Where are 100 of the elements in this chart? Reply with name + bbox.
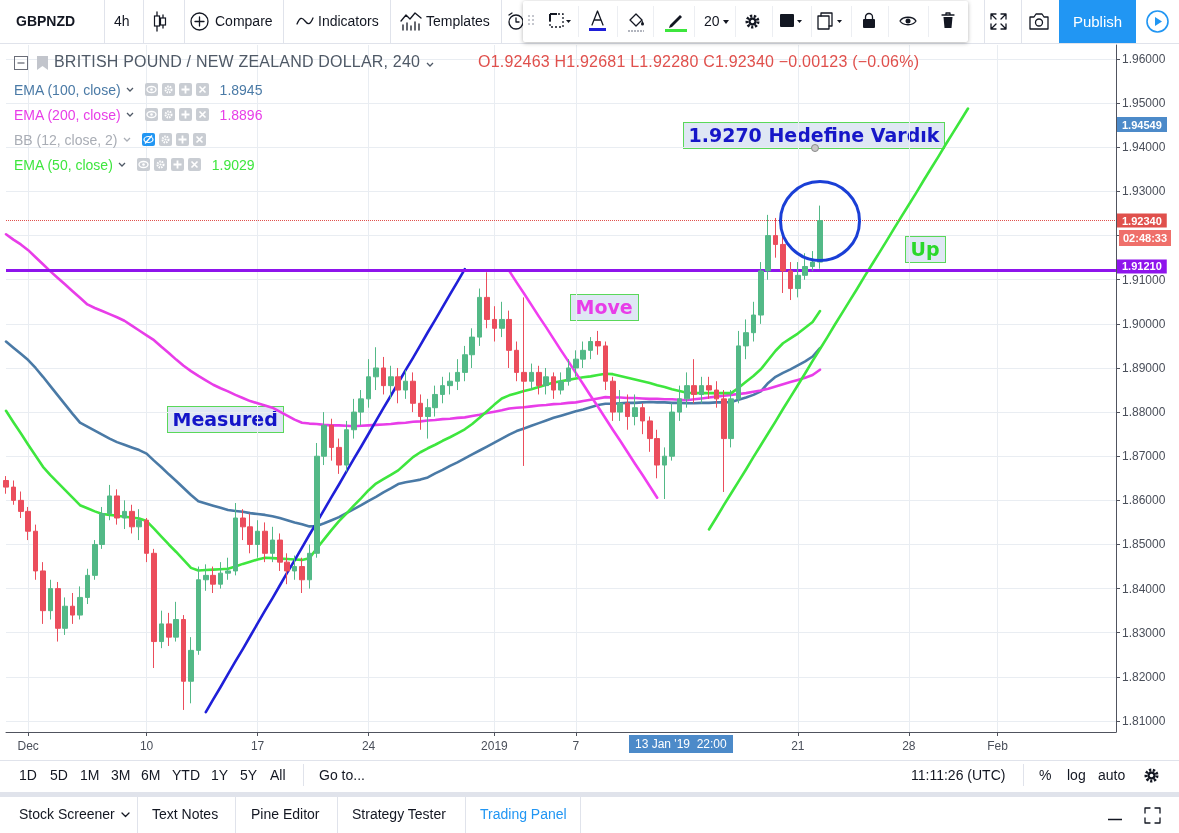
candlestick [33,524,38,581]
candlestick [173,601,179,643]
candlestick [233,502,238,576]
text: EMA (100, close) [14,81,121,98]
x-tick-label: 2019 [481,739,509,753]
candlestick [114,488,120,526]
candlestick [440,376,445,404]
text: Trading Panel [480,806,567,822]
text: BRITISH POUND / NEW ZEALAND DOLLAR, 240 [54,53,421,71]
candlestick [514,341,519,382]
candlestick [270,526,275,563]
text: Templates [426,13,490,29]
candlestick [307,543,312,590]
candlestick [721,389,727,493]
candlestick [662,446,667,500]
candlestick [477,288,482,347]
candlestick [85,568,90,605]
candlestick [484,271,490,329]
ref-line-label: 1.92340 [1122,214,1162,227]
ref-line-label: 1.91210 [1122,260,1162,273]
candlestick [70,592,75,625]
text: auto [1098,767,1126,783]
candlestick [595,330,601,356]
candlestick [159,610,164,649]
text: 5D [50,767,68,783]
candlestick [388,365,394,400]
x-tick-label: 24 [361,739,376,753]
candlestick [669,402,675,462]
text: log [1067,767,1086,783]
text: 5Y [240,767,258,783]
text: Publish [1059,0,1136,43]
candlestick [492,305,497,343]
text: YTD [172,767,200,783]
annotation: Up [904,235,946,263]
annotation: 1.9029 [211,156,255,173]
text: Pine Editor [251,806,320,822]
text: Go to... [319,767,365,783]
candlestick [129,504,135,534]
candlestick [151,548,157,669]
candlestick [817,205,823,270]
candlestick [617,389,623,422]
annotation: 1.9270 Hedefine Vardık [682,121,946,149]
candlestick [773,217,778,259]
y-tick-label: 1.89000 [1122,360,1166,375]
text: 6M [141,767,161,783]
candlestick [188,636,194,704]
x-tick-label: 17 [250,739,265,753]
candlestick [625,393,630,431]
text: 1.94549 [1117,116,1167,132]
candlestick [166,612,172,647]
candlestick [788,261,793,301]
candlestick [344,420,349,473]
candlestick [714,380,719,409]
candlestick [62,596,68,636]
candlestick [255,519,260,559]
text: Strategy Tester [352,806,446,822]
text: 20 [704,13,720,29]
annotation: Measured [166,405,284,433]
text: 1D [19,767,37,783]
candlestick [536,365,542,395]
text: Compare [215,13,273,29]
candlestick [551,371,556,400]
candlestick [543,367,549,395]
annotation: 1.8896 [219,106,263,123]
candlestick [632,393,638,426]
y-tick-label: 1.88000 [1122,405,1166,420]
text: 4h [114,13,130,29]
candlestick [292,555,297,581]
text: 02:48:33 [1119,230,1172,246]
text: Indicators [318,13,379,29]
candlestick [210,566,216,594]
candlestick [55,581,61,643]
candlestick [181,614,186,711]
y-tick-label: 1.94000 [1122,140,1166,155]
y-tick-label: 1.93000 [1122,184,1166,199]
text: O1.92463 H1.92681 L1.92280 C1.92340 −0.00123 (−0.06%) [478,53,920,71]
candlestick [736,330,741,404]
text: 13 Jan '19 22:00 [629,735,733,753]
candlestick [418,393,423,431]
text: % [1039,767,1052,783]
text: 11:11:26 (UTC) [911,767,1006,783]
candlestick [684,371,690,409]
text: 3M [111,767,131,783]
y-tick-label: 1.86000 [1122,493,1166,508]
text: EMA (50, close) [14,156,113,173]
candlestick [136,508,142,541]
candlestick [810,250,815,272]
y-tick-label: 1.81000 [1122,713,1166,728]
candlestick [336,438,342,475]
x-tick-label: 28 [902,739,916,753]
y-tick-label: 1.96000 [1122,52,1166,67]
candlestick [691,358,697,404]
text: EMA (200, close) [14,106,121,123]
candlestick [196,566,201,656]
text: Stock Screener [19,806,115,822]
candlestick [506,310,512,369]
x-tick-label: Feb [987,739,1009,753]
text: Text Notes [152,806,219,822]
candlestick [403,369,408,400]
y-tick-label: 1.83000 [1122,625,1166,640]
